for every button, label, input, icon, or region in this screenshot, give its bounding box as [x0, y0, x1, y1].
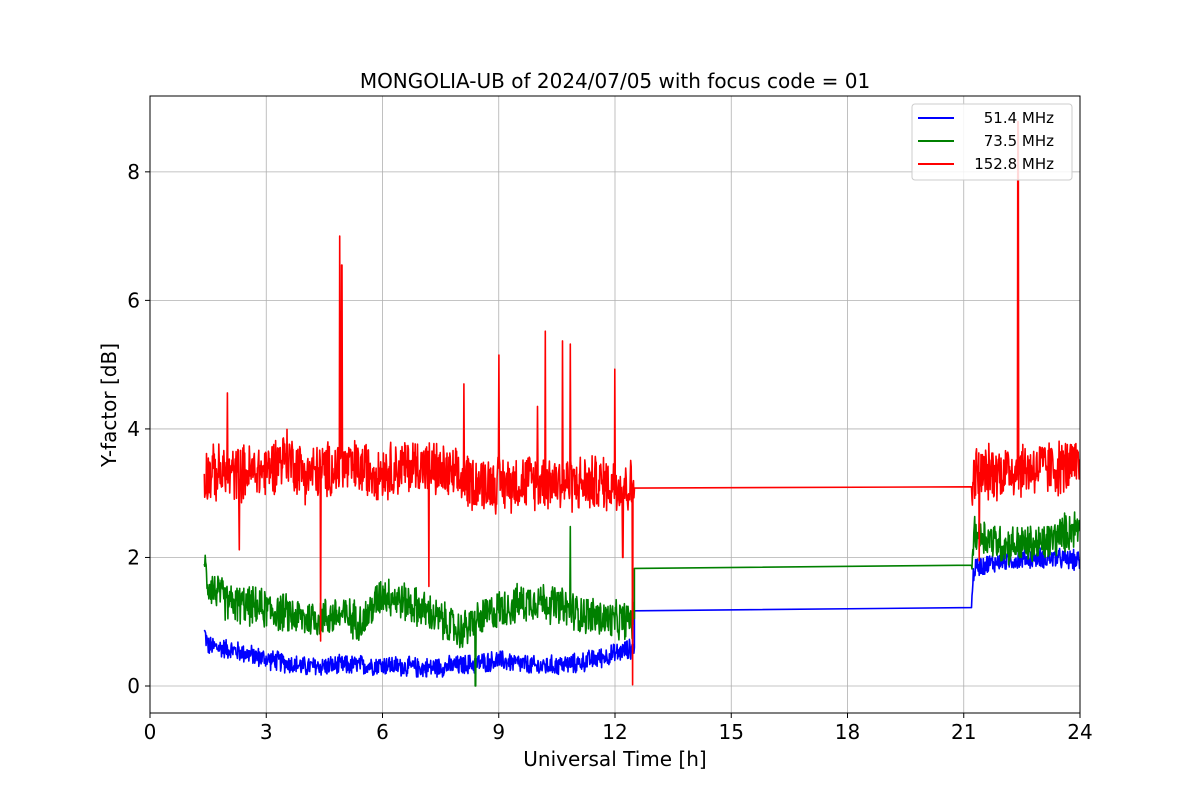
y-axis-label: Y-factor [dB] [97, 343, 121, 468]
y-tick-label: 0 [127, 674, 140, 698]
y-tick-label: 6 [127, 288, 140, 312]
legend-entry-label: 152.8 MHz [974, 155, 1054, 173]
x-tick-label: 12 [602, 720, 627, 744]
series-line-2 [203, 511, 1080, 687]
x-axis-label: Universal Time [h] [523, 747, 706, 771]
x-tick-label: 18 [835, 720, 860, 744]
plot-area [203, 120, 1080, 687]
x-tick-label: 9 [492, 720, 505, 744]
y-axis-ticks: 0 2 4 6 8 [127, 160, 150, 698]
y-tick-label: 2 [127, 545, 140, 569]
x-axis-ticks: 0 3 6 9 12 15 18 21 24 [144, 713, 1093, 744]
legend-entry-label: 51.4 MHz [984, 109, 1054, 127]
x-tick-label: 15 [719, 720, 744, 744]
legend: 51.4 MHz 73.5 MHz 152.8 MHz [911, 103, 1073, 181]
x-tick-label: 21 [951, 720, 976, 744]
legend-entry-label: 73.5 MHz [984, 132, 1054, 150]
x-tick-label: 6 [376, 720, 389, 744]
x-tick-label: 24 [1067, 720, 1092, 744]
y-tick-label: 8 [127, 160, 140, 184]
series-line-1 [203, 547, 1080, 678]
series-line-3 [203, 120, 1080, 686]
y-tick-label: 4 [127, 417, 140, 441]
legend-box [911, 103, 1073, 181]
x-tick-label: 0 [144, 720, 157, 744]
x-tick-label: 3 [260, 720, 273, 744]
chart-title: MONGOLIA-UB of 2024/07/05 with focus cod… [360, 69, 870, 93]
